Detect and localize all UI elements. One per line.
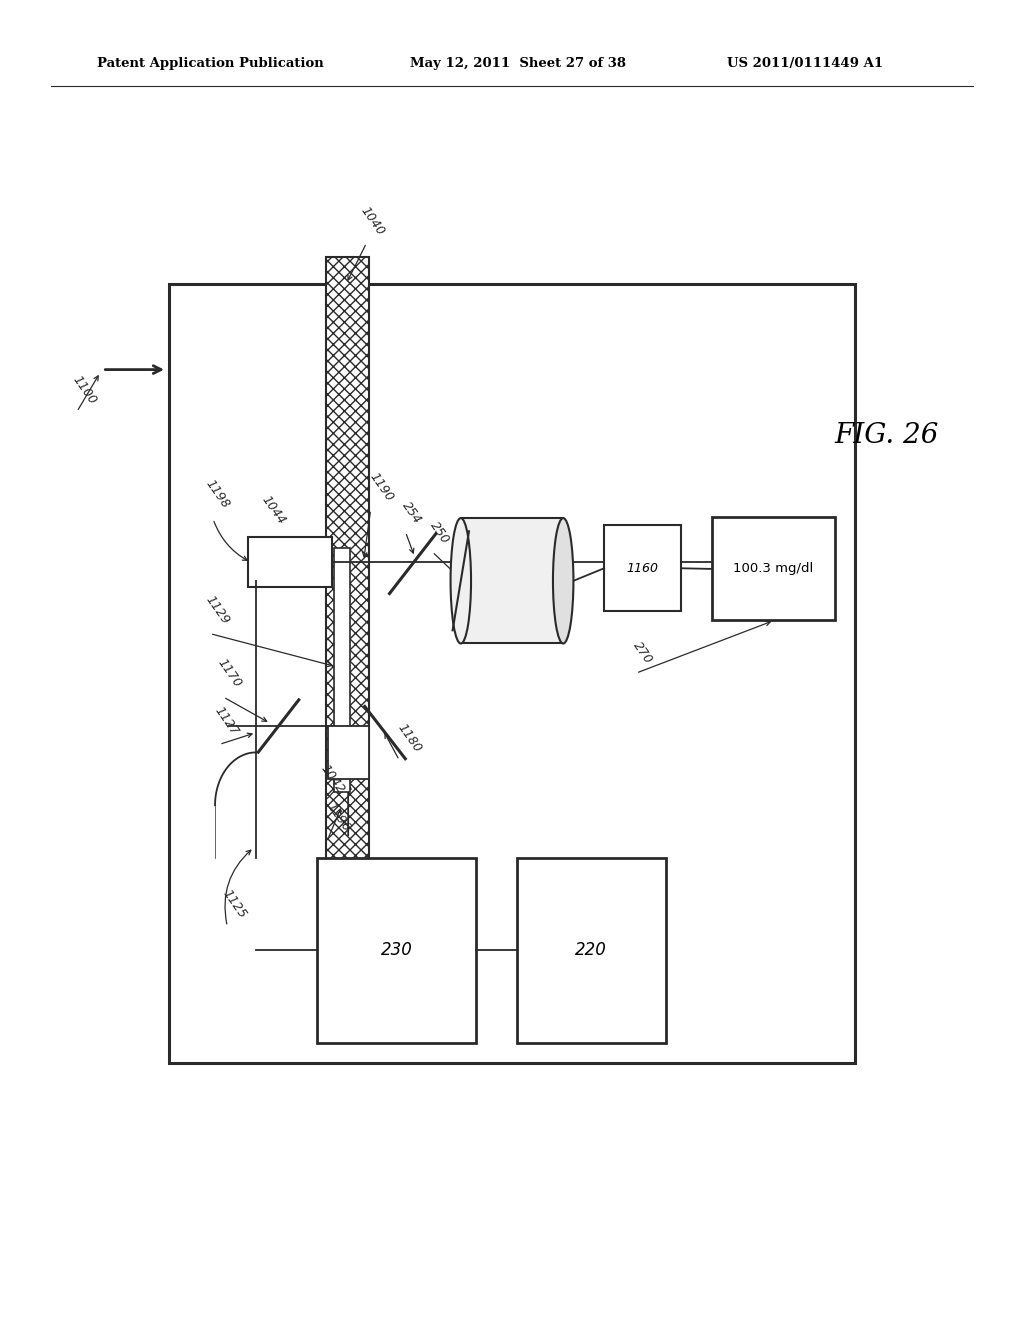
Bar	[169, 284, 855, 1063]
Text: May 12, 2011  Sheet 27 of 38: May 12, 2011 Sheet 27 of 38	[410, 57, 626, 70]
Text: 1180: 1180	[395, 721, 424, 755]
Text: 1040: 1040	[358, 203, 387, 238]
Text: 1042: 1042	[317, 762, 346, 796]
Text: 1127: 1127	[212, 704, 241, 738]
Text: FIG. 26: FIG. 26	[835, 422, 939, 449]
Bar	[328, 726, 369, 779]
Bar	[334, 548, 350, 792]
Text: 1044: 1044	[259, 492, 288, 527]
Ellipse shape	[451, 517, 471, 644]
Text: 1190: 1190	[367, 470, 395, 504]
Text: Patent Application Publication: Patent Application Publication	[97, 57, 324, 70]
Text: 230: 230	[381, 941, 413, 960]
Bar	[517, 858, 666, 1043]
Text: 270: 270	[631, 639, 655, 667]
Text: 1160: 1160	[627, 562, 658, 574]
Text: 1198: 1198	[203, 477, 231, 511]
Text: 1125: 1125	[220, 887, 249, 921]
Bar	[248, 537, 332, 587]
Bar	[461, 517, 563, 643]
Text: 1196: 1196	[324, 800, 352, 834]
Text: 254: 254	[399, 499, 424, 527]
Ellipse shape	[553, 517, 573, 644]
Bar	[604, 525, 681, 611]
Bar	[712, 517, 835, 620]
Text: 1170: 1170	[215, 656, 244, 690]
Text: 100.3 mg/dl: 100.3 mg/dl	[733, 562, 813, 576]
Bar	[317, 858, 476, 1043]
Bar	[326, 257, 369, 944]
Text: 250: 250	[427, 519, 452, 546]
Text: 220: 220	[575, 941, 607, 960]
Text: 1129: 1129	[203, 593, 231, 627]
Text: 1100: 1100	[70, 372, 98, 407]
Text: US 2011/0111449 A1: US 2011/0111449 A1	[727, 57, 883, 70]
